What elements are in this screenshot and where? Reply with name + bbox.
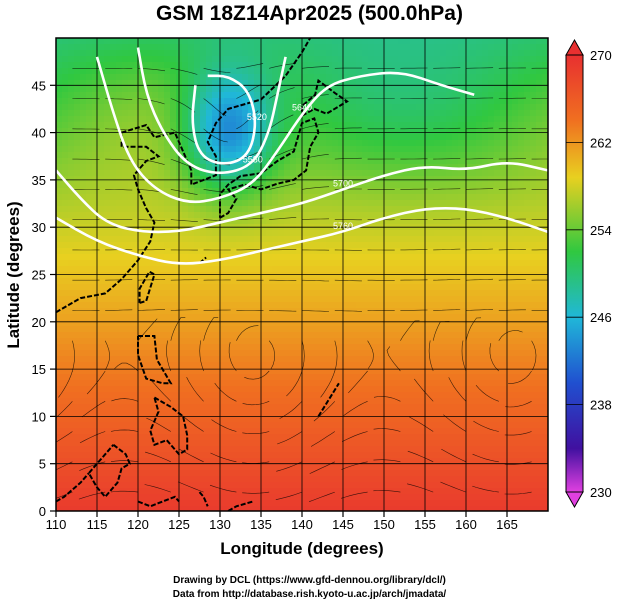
contour-label: 5700 [333,178,353,188]
axes: 110 115 120 125 130 135 140 145 150 155 160 165 0 5 10… [32,78,518,532]
x-tick-label: 110 [46,517,67,532]
x-tick-label: 160 [455,517,477,532]
y-tick-label: 40 [32,126,46,141]
x-tick-label: 155 [414,517,436,532]
y-tick-label: 45 [32,78,46,93]
colorbar-tick-label: 238 [590,398,612,413]
colorbar-tick-label: 262 [590,135,612,150]
x-tick-label: 140 [291,517,313,532]
x-tick-label: 145 [332,517,354,532]
height-contour [56,206,548,265]
figure-title: GSM 18Z14Apr2025 (500.0hPa) [156,2,463,25]
height-contour [136,47,287,175]
x-tick-label: 120 [127,517,149,532]
colorbar-ticks: 230 238 246 254 262 270 [566,48,612,500]
x-tick-label: 135 [250,517,272,532]
credit-drawing: Drawing by DCL (https://www.gfd-dennou.o… [173,575,446,586]
colorbar-tick-label: 254 [590,223,612,238]
y-tick-label: 35 [32,173,46,188]
y-tick-label: 20 [32,315,46,330]
height-contour [56,162,548,234]
height-contour [95,56,475,204]
y-tick-label: 15 [32,362,46,377]
x-tick-label: 150 [373,517,395,532]
x-axis-label: Longitude (degrees) [220,539,383,558]
colorbar-tick-label: 230 [590,485,612,500]
streamlines [56,63,548,502]
colorbar-min-arrow [565,491,584,509]
height-contours: 5760 5700 5640 5580 5520 [56,47,548,265]
y-tick-label: 25 [32,268,46,283]
grid-lines [56,38,548,511]
colorbar [565,38,584,509]
y-tick-label: 5 [39,457,46,472]
x-tick-label: 115 [87,517,108,532]
credit-data: Data from http://database.rish.kyoto-u.a… [172,589,447,600]
contour-label: 5640 [292,103,312,113]
colorbar-tick-label: 246 [590,310,612,325]
x-tick-label: 130 [209,517,231,532]
x-tick-label: 125 [168,517,190,532]
y-axis-label: Latitude (degrees) [4,201,23,348]
contour-label: 5520 [247,112,267,122]
colorbar-gradient [565,54,584,493]
colorbar-tick-label: 270 [590,48,612,63]
y-tick-label: 10 [32,409,46,424]
colorbar-max-arrow [565,38,584,56]
y-tick-label: 30 [32,220,46,235]
y-tick-label: 0 [39,504,46,519]
x-tick-label: 165 [496,517,518,532]
contour-label: 5760 [333,221,353,231]
height-contour [191,74,257,165]
contour-label: 5580 [243,155,263,165]
